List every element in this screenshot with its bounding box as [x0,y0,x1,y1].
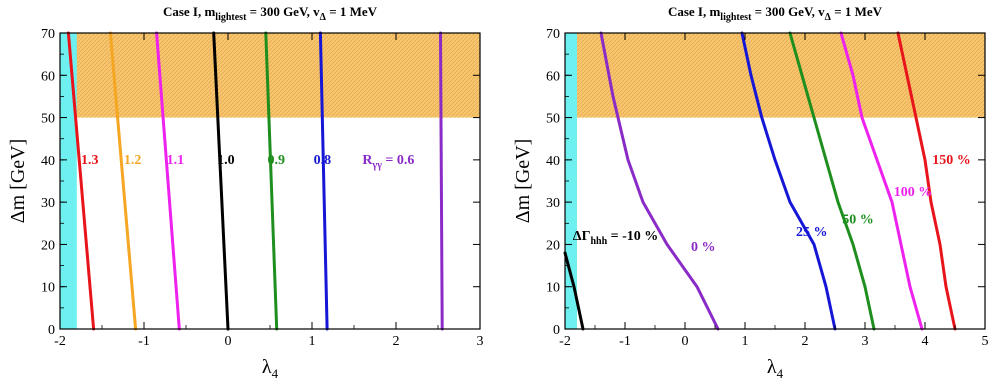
lp-curve-5 [318,31,329,331]
left-label-06: Rγγ = 0.6 [362,153,414,171]
rp-ytick-label: 50 [546,112,560,127]
lp-region-left [60,33,77,329]
rp-ytick-label: 20 [546,238,560,253]
rp-ytick-label: 30 [546,196,560,211]
lp-curve-label-3: 1.0 [217,153,235,168]
left-title: Case I, mlightest = 300 GeV, vΔ = 1 MeV [163,4,378,23]
lp-xtick-label: 1 [309,334,316,349]
lp-curve-label-4: 0.9 [267,153,285,168]
rp-region-left [565,33,577,329]
right-curve-labels: 0 % 25 % 50 % 100 % 150 % [691,153,971,255]
right-curves [563,31,957,331]
right-label-minus10: ΔΓhhh = -10 % [573,229,659,247]
lp-ytick-label: 60 [41,69,55,84]
lp-curve-label-5: 0.8 [314,153,332,168]
right-shaded-regions [565,33,985,329]
rp-xtick-label: -1 [619,334,631,349]
rp-curve-1 [599,31,720,331]
lp-ytick-label: 70 [41,27,55,42]
lp-curve-6 [439,31,444,331]
lp-xtick-label: -1 [138,334,150,349]
left-curve-labels: 1.3 1.2 1.1 1.0 0.9 0.8 [81,153,331,168]
rp-region-top [565,33,985,118]
rp-xtick-label: 4 [922,334,929,349]
left-xlabel: λ4 [262,356,279,381]
lp-xtick-label: -2 [54,334,66,349]
lp-ytick-label: 30 [41,196,55,211]
rp-ytick-label: 40 [546,154,560,169]
rp-curve-label-4: 100 % [894,185,933,200]
rp-xtick-label: 2 [802,334,809,349]
rp-curve-label-3: 50 % [842,212,874,227]
rp-ytick-label: 60 [546,69,560,84]
right-panel: Case I, mlightest = 300 GeV, vΔ = 1 MeV … [512,4,988,381]
lp-curve-1 [108,31,138,331]
rp-curve-label-1: 0 % [691,240,716,255]
lp-ytick-label: 10 [41,281,55,296]
rp-ytick-label: 10 [546,281,560,296]
lp-curve-3 [212,31,230,331]
lp-ytick-label: 0 [48,323,55,338]
rp-curve-0 [563,251,585,331]
right-title: Case I, mlightest = 300 GeV, vΔ = 1 MeV [668,4,883,23]
lp-curve-label-1: 1.2 [124,153,142,168]
left-ylabel: Δm [GeV] [7,139,29,224]
lp-ytick-label: 20 [41,238,55,253]
lp-curve-label-0: 1.3 [81,153,99,168]
lp-curve-label-2: 1.1 [167,153,185,168]
lp-curve-2 [155,31,181,331]
left-panel: Case I, mlightest = 300 GeV, vΔ = 1 MeV … [7,4,484,381]
lp-ytick-label: 50 [41,112,55,127]
rp-xtick-label: -2 [559,334,571,349]
rp-ytick-label: 0 [553,323,560,338]
rp-ytick-label: 70 [546,27,560,42]
rp-xtick-label: 0 [682,334,689,349]
right-xlabel: λ4 [767,356,784,381]
lp-xtick-label: 0 [225,334,232,349]
lp-ytick-label: 40 [41,154,55,169]
left-shaded-regions [60,33,480,329]
lp-curve-0 [66,31,96,331]
lp-xtick-label: 3 [477,334,484,349]
rp-curve-label-5: 150 % [932,153,971,168]
lp-region-top [60,33,480,118]
lp-curve-4 [264,31,279,331]
rp-xtick-label: 3 [862,334,869,349]
rp-xtick-label: 5 [982,334,988,349]
rp-curve-5 [896,31,957,331]
right-ylabel: Δm [GeV] [512,139,534,224]
rp-curve-3 [788,31,876,331]
lp-xtick-label: 2 [393,334,400,349]
rp-xtick-label: 1 [742,334,749,349]
rp-curve-4 [839,31,924,331]
rp-curve-label-2: 25 % [796,225,828,240]
rp-curve-2 [740,31,837,331]
left-curves [66,31,444,331]
